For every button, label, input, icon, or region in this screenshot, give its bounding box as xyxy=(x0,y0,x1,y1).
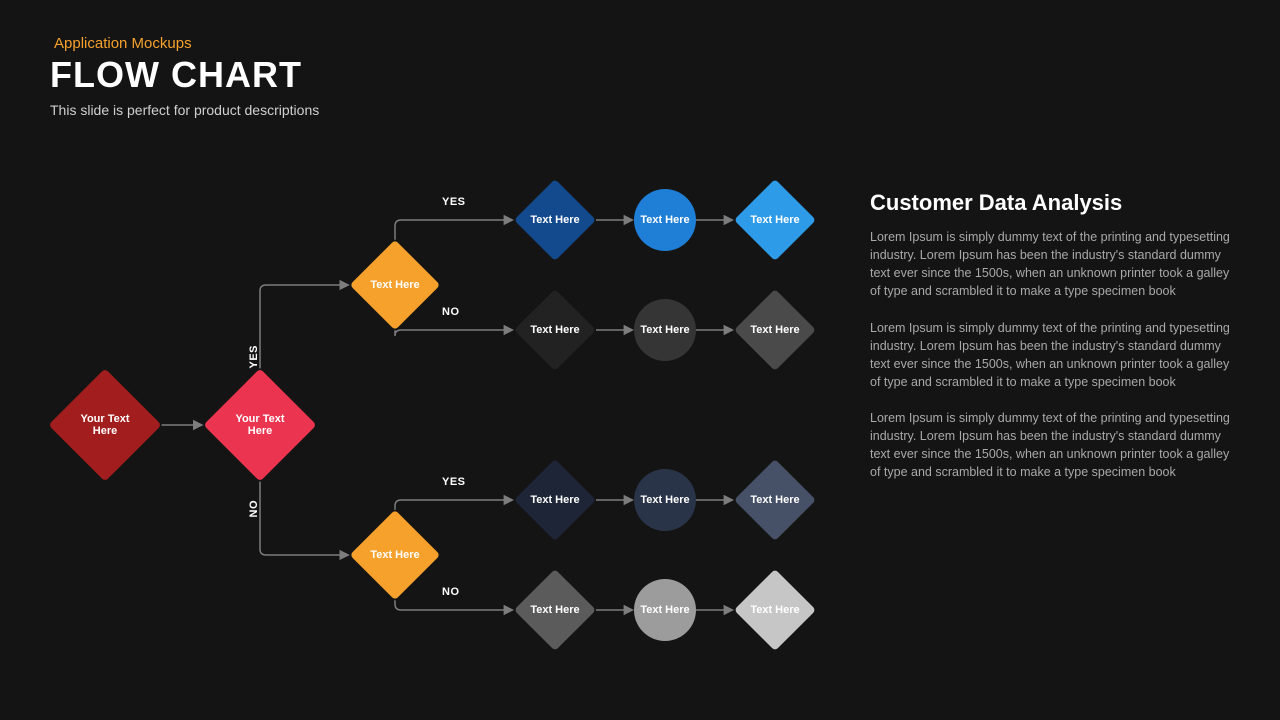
flow-node-label: Text Here xyxy=(746,214,803,226)
flow-node-label: Text Here xyxy=(746,604,803,616)
flow-node-r3c: Text Here xyxy=(634,469,696,531)
flow-node-label: Text Here xyxy=(746,324,803,336)
edge-label: NO xyxy=(442,306,460,318)
flow-node-dec2a: Text Here xyxy=(363,253,427,317)
edge-label: NO xyxy=(442,586,460,598)
flow-node-r1c: Text Here xyxy=(634,189,696,251)
flow-node-label: Text Here xyxy=(526,324,583,336)
flow-node-label: Text Here xyxy=(526,214,583,226)
flow-node-label: Text Here xyxy=(366,279,423,291)
flow-node-label: Text Here xyxy=(640,324,689,336)
flow-node-label: Text Here xyxy=(366,549,423,561)
flow-node-label: Text Here xyxy=(746,494,803,506)
flow-node-r4d1: Text Here xyxy=(526,581,584,639)
flow-node-start: Your Text Here xyxy=(65,385,145,465)
flow-node-r3d1: Text Here xyxy=(526,471,584,529)
flow-node-r2d2: Text Here xyxy=(746,301,804,359)
edge-label: YES xyxy=(442,476,466,488)
flow-node-dec1: Your Text Here xyxy=(220,385,300,465)
flow-node-label: Text Here xyxy=(526,494,583,506)
flow-node-label: Text Here xyxy=(640,604,689,616)
flow-node-r2c: Text Here xyxy=(634,299,696,361)
flow-node-label: Text Here xyxy=(640,214,689,226)
flow-node-r4d2: Text Here xyxy=(746,581,804,639)
flow-node-label: Text Here xyxy=(526,604,583,616)
edge-label: YES xyxy=(442,196,466,208)
flow-node-r1d1: Text Here xyxy=(526,191,584,249)
edge-label: NO xyxy=(248,500,260,518)
edge-label: YES xyxy=(248,345,260,369)
flow-node-label: Text Here xyxy=(640,494,689,506)
flow-node-dec2b: Text Here xyxy=(363,523,427,587)
flow-node-label: Your Text Here xyxy=(65,413,145,437)
flowchart: Your Text Here Your Text Here Text Here Tex… xyxy=(0,0,1280,720)
flow-node-label: Your Text Here xyxy=(220,413,300,437)
flow-node-r2d1: Text Here xyxy=(526,301,584,359)
flow-node-r3d2: Text Here xyxy=(746,471,804,529)
flow-node-r4c: Text Here xyxy=(634,579,696,641)
flow-node-r1d2: Text Here xyxy=(746,191,804,249)
